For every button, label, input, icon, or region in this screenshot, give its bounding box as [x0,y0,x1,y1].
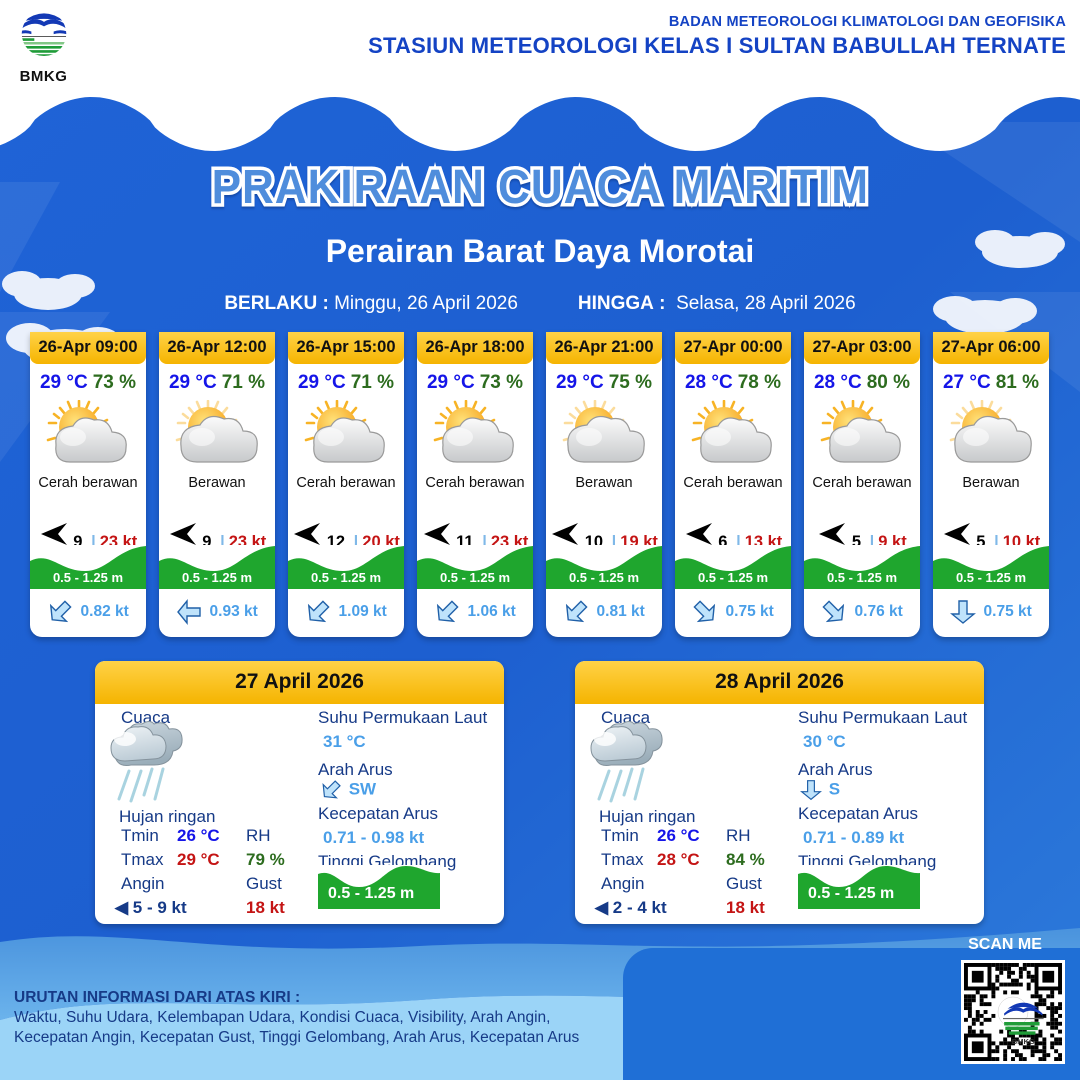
svg-text:BMKG: BMKG [1012,1037,1035,1046]
